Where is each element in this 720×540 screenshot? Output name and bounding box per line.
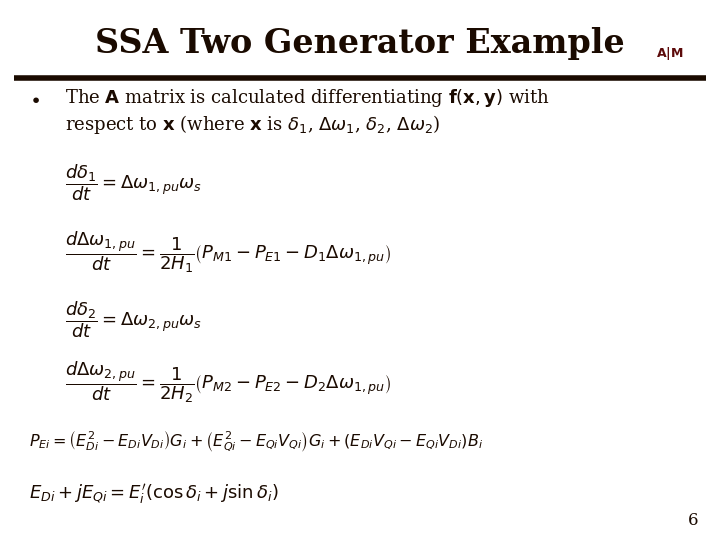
Text: $E_{Di} + jE_{Qi} = E_i^{\prime}\left(\cos\delta_i + j\sin\delta_i\right)$: $E_{Di} + jE_{Qi} = E_i^{\prime}\left(\c… — [29, 483, 279, 508]
Text: SSA Two Generator Example: SSA Two Generator Example — [95, 27, 625, 60]
Text: $\dfrac{d\Delta\omega_{2,pu}}{dt} = \dfrac{1}{2H_2}\left(P_{M2} - P_{E2} - D_2\D: $\dfrac{d\Delta\omega_{2,pu}}{dt} = \dfr… — [65, 359, 391, 404]
Text: 6: 6 — [688, 512, 698, 529]
Text: $P_{Ei} = \left(E_{Di}^2 - E_{Di}V_{Di}\right)G_i + \left(E_{Qi}^2 - E_{Qi}V_{Qi: $P_{Ei} = \left(E_{Di}^2 - E_{Di}V_{Di}\… — [29, 429, 483, 454]
Text: The $\mathbf{A}$ matrix is calculated differentiating $\mathbf{f}(\mathbf{x},\ma: The $\mathbf{A}$ matrix is calculated di… — [65, 87, 549, 136]
Text: $\dfrac{d\delta_2}{dt} = \Delta\omega_{2,pu}\omega_s$: $\dfrac{d\delta_2}{dt} = \Delta\omega_{2… — [65, 300, 202, 340]
Text: $\bullet$: $\bullet$ — [29, 89, 40, 108]
Text: $\mathbf{A|M}$: $\mathbf{A|M}$ — [656, 45, 683, 63]
Text: $\dfrac{d\Delta\omega_{1,pu}}{dt} = \dfrac{1}{2H_1}\left(P_{M1} - P_{E1} - D_1\D: $\dfrac{d\Delta\omega_{1,pu}}{dt} = \dfr… — [65, 230, 391, 275]
Text: $\dfrac{d\delta_1}{dt} = \Delta\omega_{1,pu}\omega_s$: $\dfrac{d\delta_1}{dt} = \Delta\omega_{1… — [65, 162, 202, 202]
